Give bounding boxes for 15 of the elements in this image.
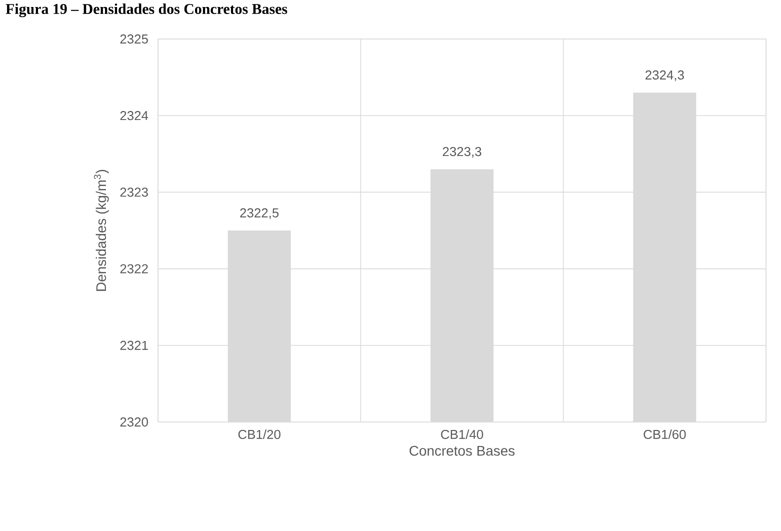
y-tick-label: 2325	[120, 34, 148, 44]
x-tick-label: CB1/60	[644, 430, 686, 440]
data-label: 2322,5	[240, 208, 279, 219]
y-tick-label: 2321	[120, 340, 148, 350]
y-tick-label: 2320	[120, 417, 148, 427]
y-tick-label: 2323	[120, 188, 148, 197]
y-tick-label: 2324	[120, 111, 148, 120]
y-axis-title: Densidades (kg/m$^{3}$)	[94, 170, 109, 291]
data-label: 2323,3	[442, 146, 482, 158]
data-label: 2324,3	[646, 70, 684, 82]
y-tick-label: 2322	[120, 264, 148, 274]
x-tick-label: CB1/40	[441, 430, 484, 440]
chart-title: Figura 19 – Densidades dos Concretos Bases	[6, 4, 288, 18]
x-tick-label: CB1/20	[238, 430, 280, 440]
x-axis-title: Concretos Bases	[410, 446, 515, 456]
